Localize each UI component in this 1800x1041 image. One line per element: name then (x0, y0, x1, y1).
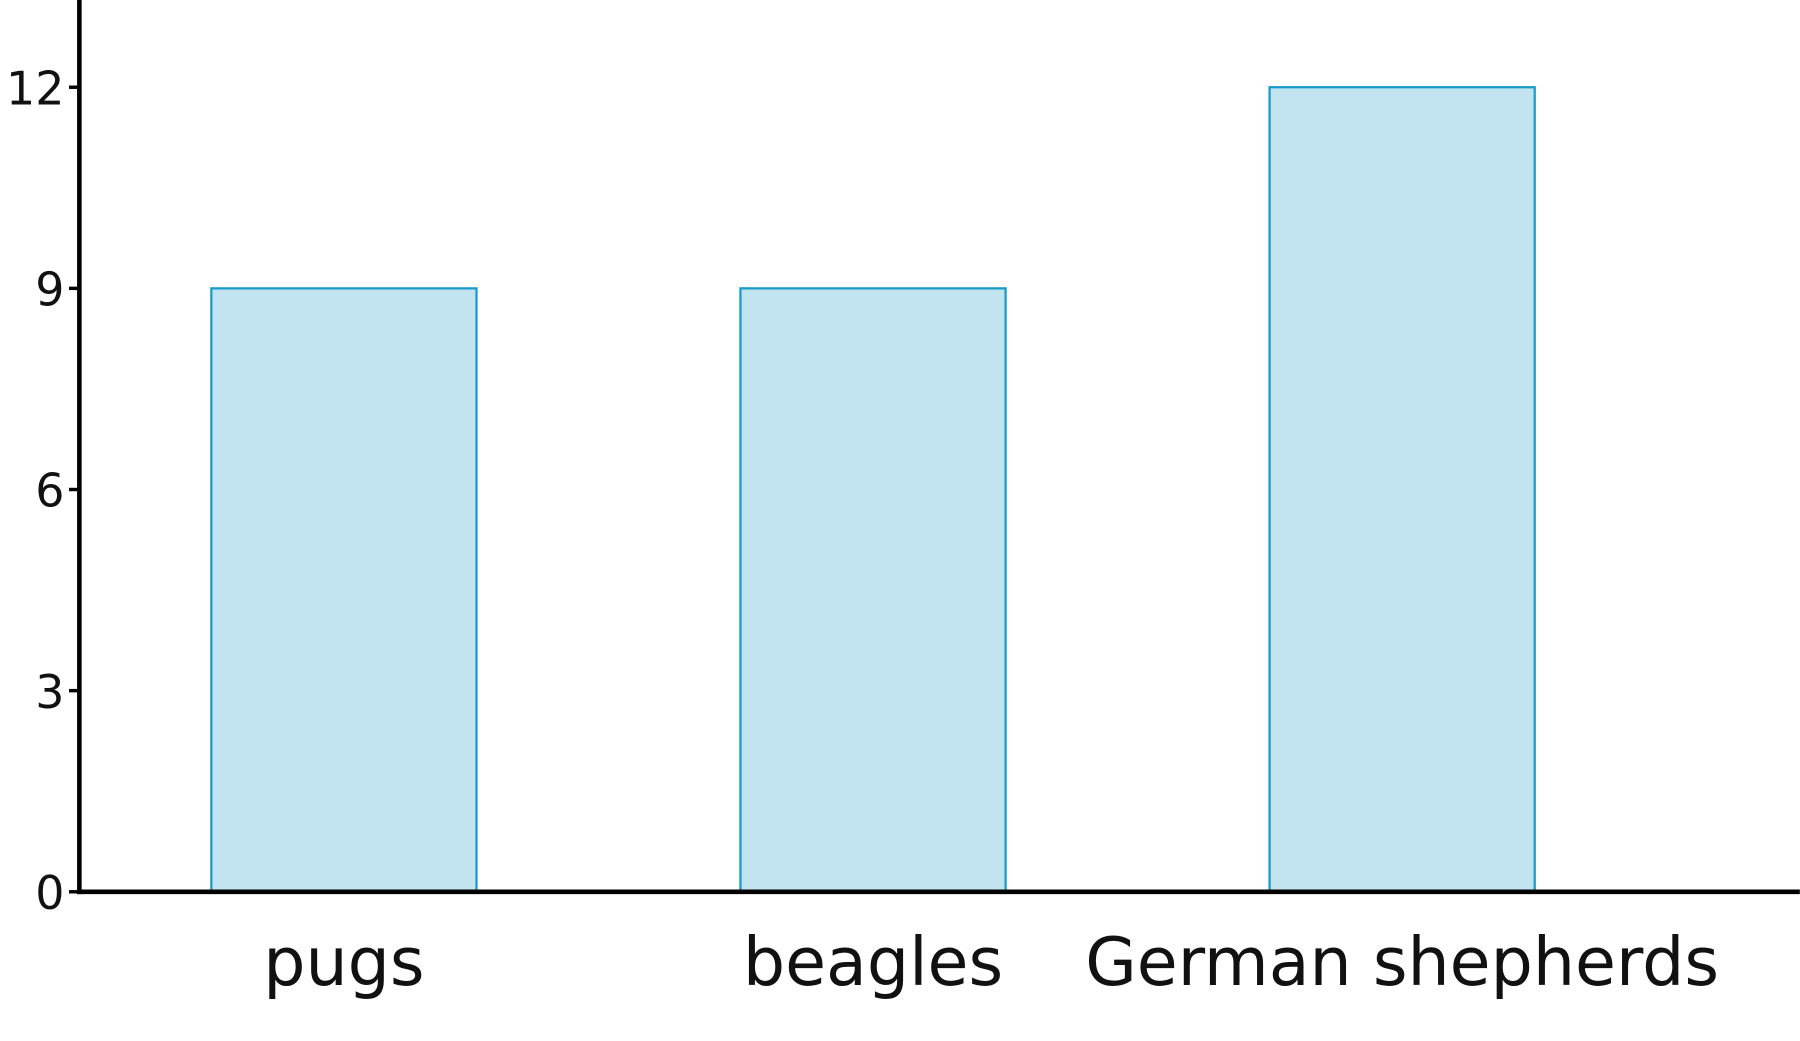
x-labels: pugs beagles German shepherds (263, 923, 1719, 1001)
y-tick-label: 3 (35, 665, 64, 719)
y-tick-label: 6 (35, 464, 64, 518)
y-tick-label: 12 (6, 61, 64, 115)
x-tick-label: pugs (263, 923, 424, 1001)
y-tick-label: 0 (35, 866, 64, 920)
bar-beagles (739, 287, 1007, 893)
bar-german-shepherds (1268, 86, 1536, 893)
bar-pugs (210, 287, 478, 893)
bars (210, 86, 1536, 893)
x-tick-label: beagles (743, 923, 1003, 1001)
x-tick-label: German shepherds (1085, 923, 1719, 1001)
y-ticks: 0 3 6 9 12 (6, 61, 80, 920)
y-tick-label: 9 (35, 263, 64, 317)
